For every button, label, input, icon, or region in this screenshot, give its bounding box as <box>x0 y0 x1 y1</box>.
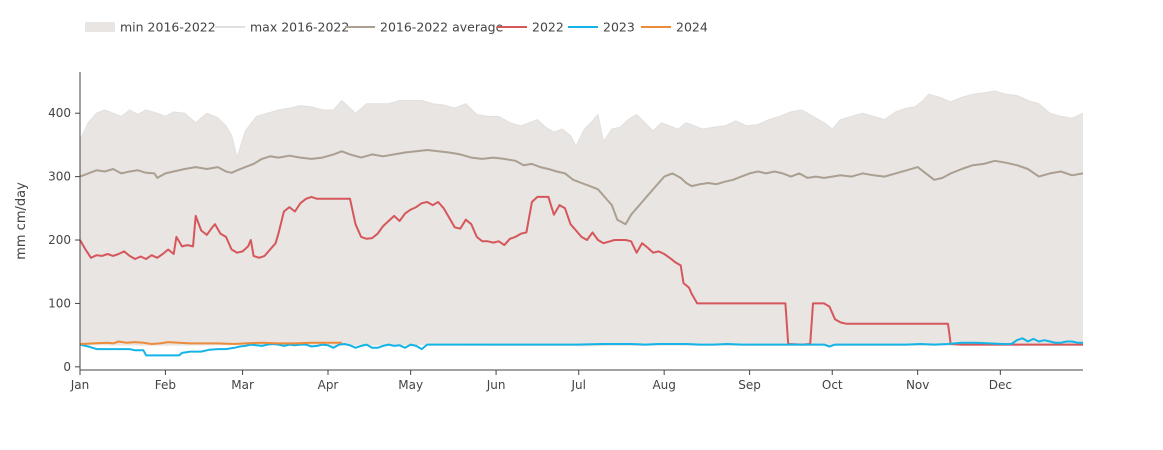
series-line-avg <box>79 149 1084 226</box>
x-tick-label: Sep <box>738 378 761 392</box>
min-max-band <box>80 91 1083 346</box>
legend-item-max[interactable]: max 2016-2022 <box>215 20 349 35</box>
legend-label: max 2016-2022 <box>250 20 349 35</box>
x-tick-label: May <box>398 378 423 392</box>
y-tick-label: 300 <box>48 170 71 184</box>
legend-item-min[interactable]: min 2016-2022 <box>85 20 216 35</box>
x-tick-label: Apr <box>318 378 339 392</box>
y-axis-title: mm cm/day <box>14 182 29 260</box>
legend-label: 2024 <box>676 20 708 35</box>
x-tick-label: Jun <box>486 378 506 392</box>
legend-label: 2022 <box>532 20 564 35</box>
x-tick-label: Nov <box>906 378 929 392</box>
legend-label: min 2016-2022 <box>120 20 216 35</box>
x-tick-label: Feb <box>155 378 176 392</box>
x-tick-label: Oct <box>822 378 843 392</box>
axes: 0 100 200 300 400 Jan Feb Mar Apr May Jun Jul Aug Sep… <box>48 72 1083 392</box>
y-tick-label: 200 <box>48 233 71 247</box>
series-lines <box>79 90 1084 357</box>
x-tick-label: Aug <box>652 378 675 392</box>
legend-label: 2023 <box>603 20 635 35</box>
plot-area <box>79 90 1084 357</box>
legend-swatch <box>85 22 115 32</box>
series-line-y2024 <box>79 340 342 345</box>
legend-item-y2022[interactable]: 2022 <box>497 20 564 35</box>
legend-label: 2016-2022 average <box>380 20 504 35</box>
series-line-max <box>79 90 1084 159</box>
legend-item-y2023[interactable]: 2023 <box>568 20 635 35</box>
y-tick-label: 100 <box>48 296 71 310</box>
x-tick-label: Mar <box>231 378 254 392</box>
x-tick-label: Jul <box>571 378 586 392</box>
legend-item-y2024[interactable]: 2024 <box>641 20 708 35</box>
legend-item-avg[interactable]: 2016-2022 average <box>345 20 504 35</box>
series-line-y2023 <box>79 337 1083 357</box>
y-tick-label: 400 <box>48 106 71 120</box>
x-tick-label: Jan <box>70 378 90 392</box>
legend[interactable]: min 2016-2022 max 2016-2022 2016-2022 aver… <box>85 20 708 35</box>
series-line-y2022 <box>79 195 1083 346</box>
x-tick-label: Dec <box>989 378 1012 392</box>
y-tick-label: 0 <box>63 360 71 374</box>
